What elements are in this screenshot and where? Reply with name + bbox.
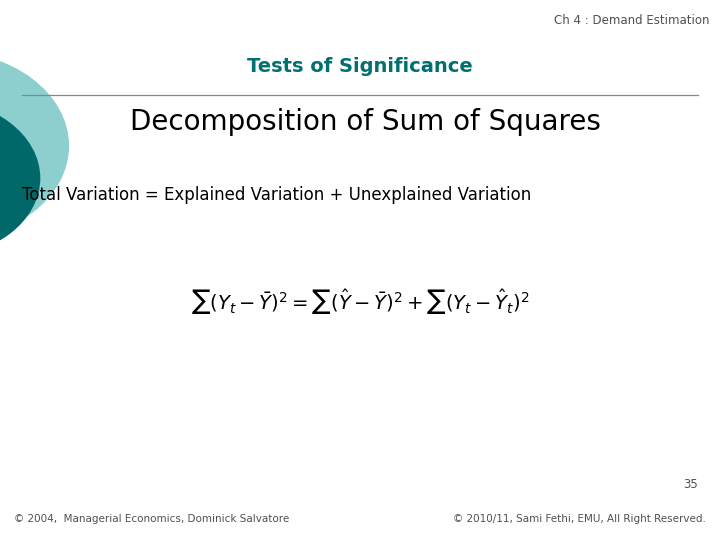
Circle shape <box>0 51 68 240</box>
Text: © 2010/11, Sami Fethi, EMU, All Right Reserved.: © 2010/11, Sami Fethi, EMU, All Right Re… <box>453 514 706 524</box>
Text: $\sum (Y_t - \bar{Y})^2 = \sum (\hat{Y} - \bar{Y})^2 + \sum (Y_t - \hat{Y}_t)^2$: $\sum (Y_t - \bar{Y})^2 = \sum (\hat{Y} … <box>191 287 529 318</box>
Text: Decomposition of Sum of Squares: Decomposition of Sum of Squares <box>130 108 600 136</box>
Text: Ch 4 : Demand Estimation: Ch 4 : Demand Estimation <box>554 14 709 26</box>
Text: Total Variation = Explained Variation + Unexplained Variation: Total Variation = Explained Variation + … <box>22 186 531 204</box>
Circle shape <box>0 100 40 256</box>
Text: Tests of Significance: Tests of Significance <box>247 57 473 76</box>
Text: 35: 35 <box>684 478 698 491</box>
Text: © 2004,  Managerial Economics, Dominick Salvatore: © 2004, Managerial Economics, Dominick S… <box>14 514 289 524</box>
